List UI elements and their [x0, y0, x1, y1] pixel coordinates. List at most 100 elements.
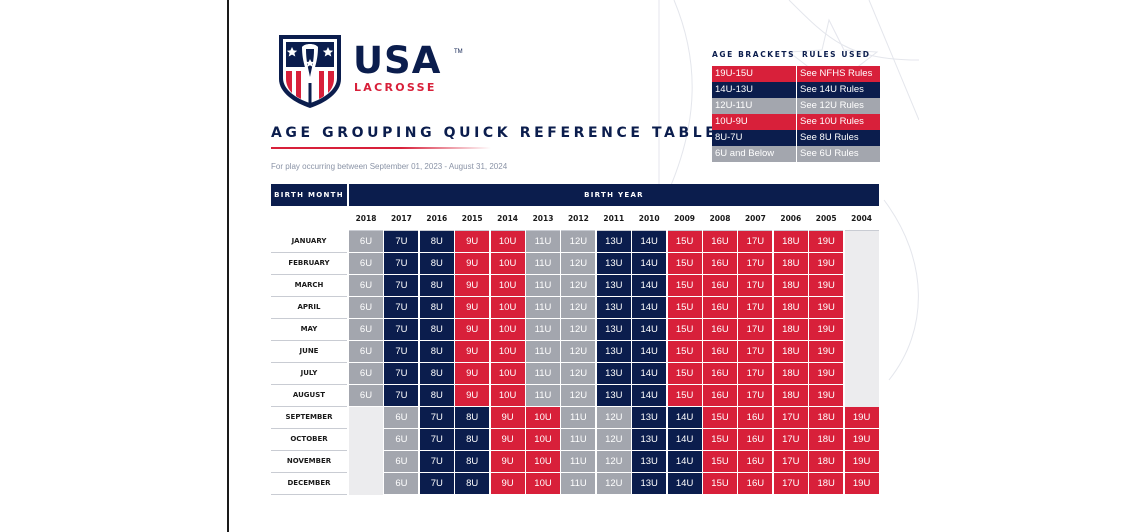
age-group-cell: 11U	[526, 341, 560, 362]
age-group-cell: 19U	[809, 319, 844, 340]
age-group-cell: 7U	[384, 297, 419, 318]
age-group-cell: 11U	[561, 429, 596, 450]
empty-cell	[844, 341, 879, 363]
age-group-cell: 13U	[596, 341, 631, 362]
table-row: SEPTEMBER 6U 7U 8U 9U 10U 11U 12U 13U 14U 15U 16U 17…	[271, 407, 879, 429]
age-group-cell: 8U	[419, 363, 454, 384]
legend-bracket: 6U and Below	[712, 146, 796, 162]
age-group-cell: 8U	[419, 297, 454, 318]
age-group-cell: 11U	[526, 297, 560, 318]
year-header-cell: 2004	[844, 207, 879, 231]
age-group-cell: 17U	[738, 297, 773, 318]
year-header-cell: 2009	[667, 207, 702, 231]
legend-row: 14U-13U See 14U Rules	[712, 82, 880, 98]
age-group-cell: 13U	[596, 385, 631, 406]
age-group-cell: 19U	[809, 363, 844, 384]
age-group-cell: 17U	[738, 275, 773, 296]
age-group-cell: 8U	[419, 253, 454, 274]
age-group-cell: 17U	[773, 451, 808, 472]
legend-header: AGE BRACKETS RULES USED	[712, 50, 880, 66]
age-group-cell: 7U	[384, 231, 419, 252]
age-group-cell: 8U	[455, 407, 490, 428]
age-group-cell: 6U	[384, 429, 419, 450]
age-group-cell: 19U	[809, 297, 844, 318]
month-label: SEPTEMBER	[271, 407, 347, 429]
age-group-cell: 13U	[596, 253, 631, 274]
age-group-cell: 15U	[667, 253, 702, 274]
legend-header-brackets: AGE BRACKETS	[712, 50, 796, 59]
age-group-cell: 19U	[844, 429, 879, 450]
legend-header-rules: RULES USED	[802, 50, 871, 59]
legend-bracket: 14U-13U	[712, 82, 796, 98]
logo-subtitle: LACROSSE	[354, 81, 437, 94]
empty-cell	[349, 451, 383, 473]
legend-rules: See 12U Rules	[797, 98, 880, 114]
legend-bracket: 8U-7U	[712, 130, 796, 146]
age-group-cell: 10U	[526, 429, 560, 450]
table-row: JANUARY 6U 7U 8U 9U 10U 11U 12U 13U 14U 15U 16U 17U 1…	[271, 231, 879, 253]
table-row: MAY 6U 7U 8U 9U 10U 11U 12U 13U 14U 15U 16U 17U 18U 19…	[271, 319, 879, 341]
age-group-cell: 8U	[419, 231, 454, 252]
age-group-cell: 9U	[490, 407, 525, 428]
age-group-cell: 9U	[455, 341, 490, 362]
age-group-cell: 9U	[455, 385, 490, 406]
year-header-cell: 2017	[384, 207, 419, 231]
age-group-cell: 7U	[384, 275, 419, 296]
year-header-cell: 2014	[490, 207, 525, 231]
age-group-cell: 6U	[349, 341, 383, 362]
table-row: MARCH 6U 7U 8U 9U 10U 11U 12U 13U 14U 15U 16U 17U 18U…	[271, 275, 879, 297]
age-group-cell: 6U	[349, 275, 383, 296]
age-group-cell: 10U	[490, 385, 525, 406]
legend-bracket: 10U-9U	[712, 114, 796, 130]
age-group-cell: 19U	[844, 451, 879, 472]
age-group-cell: 12U	[561, 231, 596, 252]
age-group-cell: 17U	[773, 473, 808, 494]
age-group-cell: 6U	[384, 407, 419, 428]
age-group-cell: 19U	[809, 385, 844, 406]
empty-cell	[349, 407, 383, 429]
age-group-cell: 9U	[455, 319, 490, 340]
age-group-cell: 15U	[667, 319, 702, 340]
age-group-cell: 15U	[667, 297, 702, 318]
year-header-cell: 2013	[526, 207, 560, 231]
age-group-cell: 13U	[596, 275, 631, 296]
age-group-cell: 7U	[384, 319, 419, 340]
age-group-cell: 8U	[419, 275, 454, 296]
page-subtitle: For play occurring between September 01,…	[271, 162, 508, 171]
age-group-cell: 11U	[526, 231, 560, 252]
age-group-cell: 17U	[738, 253, 773, 274]
age-group-cell: 7U	[384, 341, 419, 362]
age-group-cell: 10U	[490, 363, 525, 384]
age-group-cell: 18U	[773, 297, 808, 318]
age-group-cell: 12U	[596, 429, 631, 450]
age-bracket-legend: AGE BRACKETS RULES USED 19U-15U See NFHS …	[712, 50, 880, 162]
legend-rows: 19U-15U See NFHS Rules 14U-13U See 14U Rule…	[712, 66, 880, 162]
age-group-cell: 11U	[526, 363, 560, 384]
age-group-cell: 10U	[490, 231, 525, 252]
age-group-cell: 12U	[596, 451, 631, 472]
age-group-cell: 16U	[703, 385, 737, 406]
year-header-cell: 2008	[703, 207, 737, 231]
empty-cell	[349, 429, 383, 451]
year-header-cell: 2015	[455, 207, 490, 231]
age-group-cell: 18U	[773, 231, 808, 252]
year-header-cell: 2006	[773, 207, 808, 231]
header-birth-year: BIRTH YEAR	[349, 184, 879, 206]
age-group-cell: 11U	[561, 407, 596, 428]
age-group-cell: 14U	[667, 429, 702, 450]
age-group-cell: 19U	[809, 253, 844, 274]
age-group-cell: 10U	[490, 297, 525, 318]
month-label: JUNE	[271, 341, 347, 363]
age-group-cell: 17U	[738, 231, 773, 252]
month-label: MARCH	[271, 275, 347, 297]
age-group-cell: 13U	[596, 363, 631, 384]
age-group-cell: 9U	[490, 473, 525, 494]
age-group-cell: 11U	[526, 275, 560, 296]
empty-cell	[349, 473, 383, 495]
age-group-cell: 10U	[490, 341, 525, 362]
age-group-cell: 14U	[632, 275, 667, 296]
age-group-cell: 7U	[419, 429, 454, 450]
age-group-cell: 14U	[632, 385, 667, 406]
age-group-cell: 19U	[809, 231, 844, 252]
legend-rules: See 14U Rules	[797, 82, 880, 98]
